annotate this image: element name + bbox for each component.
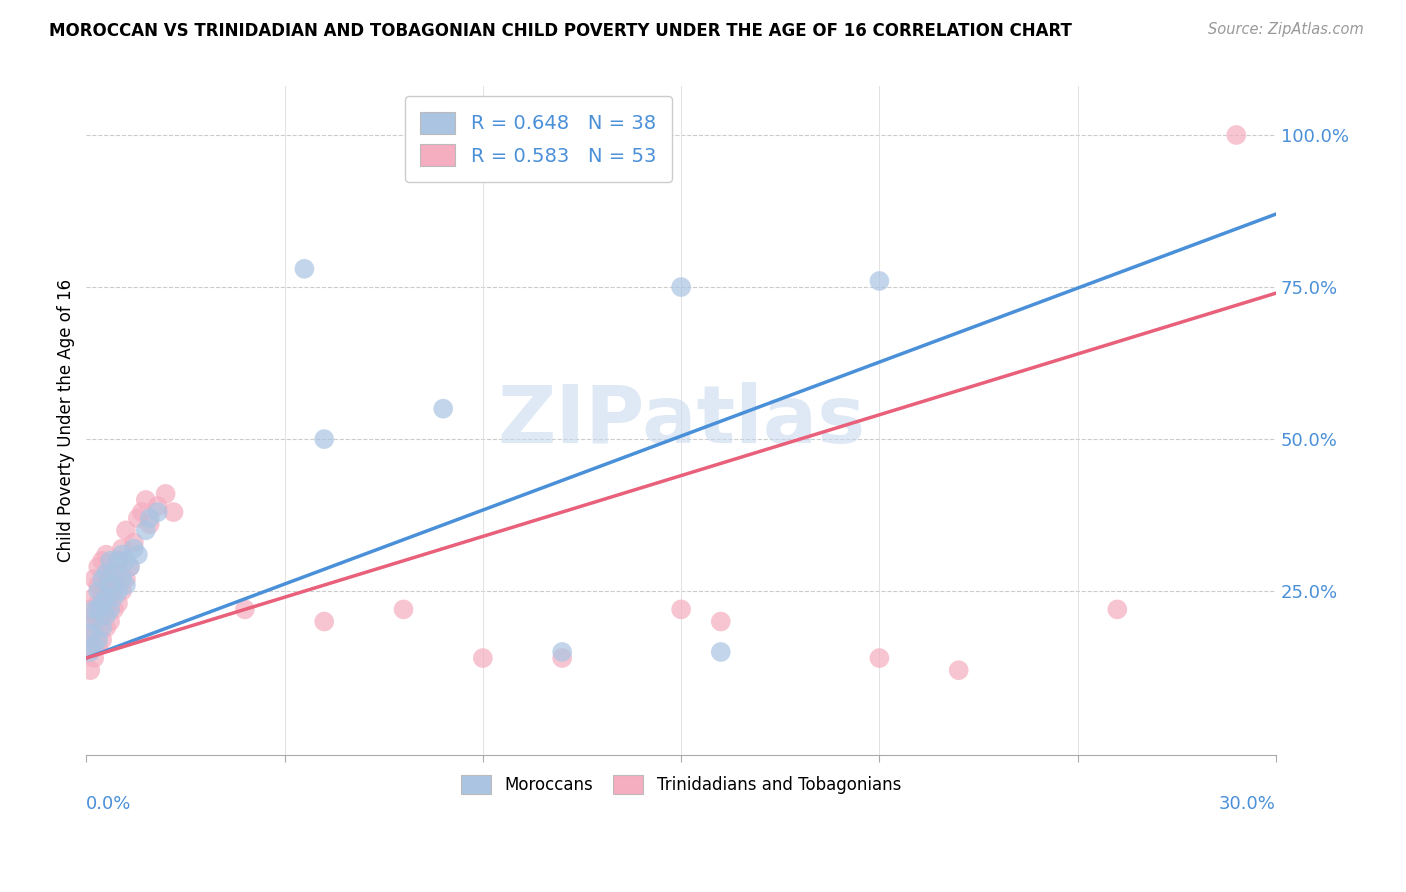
Point [98, 602, 121, 616]
Point [83, 602, 105, 616]
Point [79, 663, 101, 677]
Point [91, 554, 114, 568]
Point [91, 621, 114, 635]
Text: ZIPatlas: ZIPatlas [496, 382, 865, 460]
Point [948, 663, 970, 677]
Point [103, 566, 125, 580]
Text: MOROCCAN VS TRINIDADIAN AND TOBAGONIAN CHILD POVERTY UNDER THE AGE OF 16 CORRELA: MOROCCAN VS TRINIDADIAN AND TOBAGONIAN C… [49, 22, 1073, 40]
Point [79, 602, 101, 616]
Point [111, 541, 134, 556]
Point [103, 602, 125, 616]
Point [146, 499, 169, 513]
Point [669, 280, 692, 294]
Point [91, 608, 114, 623]
Point [122, 535, 145, 549]
Point [162, 505, 184, 519]
Point [146, 505, 169, 519]
Point [1107, 602, 1129, 616]
Point [127, 511, 149, 525]
Point [115, 554, 138, 568]
Point [122, 541, 145, 556]
Point [314, 432, 336, 446]
Point [94, 602, 117, 616]
Point [111, 584, 134, 599]
Point [868, 651, 890, 665]
Point [83, 572, 105, 586]
Point [87, 632, 110, 647]
Point [103, 591, 125, 605]
Point [103, 572, 125, 586]
Point [135, 524, 157, 538]
Point [107, 554, 129, 568]
Point [115, 524, 138, 538]
Point [139, 511, 162, 525]
Point [111, 572, 134, 586]
Point [87, 559, 110, 574]
Point [155, 487, 177, 501]
Point [471, 651, 494, 665]
Point [94, 608, 117, 623]
Point [87, 602, 110, 616]
Point [91, 572, 114, 586]
Point [98, 566, 121, 580]
Point [87, 596, 110, 610]
Point [868, 274, 890, 288]
Point [83, 591, 105, 605]
Point [1225, 128, 1247, 142]
Text: Source: ZipAtlas.com: Source: ZipAtlas.com [1208, 22, 1364, 37]
Point [131, 505, 153, 519]
Point [314, 615, 336, 629]
Point [432, 401, 454, 416]
Point [79, 639, 101, 653]
Point [127, 548, 149, 562]
Point [83, 626, 105, 640]
Point [111, 548, 134, 562]
Point [87, 615, 110, 629]
Point [87, 584, 110, 599]
Point [79, 621, 101, 635]
Point [83, 615, 105, 629]
Point [392, 602, 415, 616]
Point [107, 584, 129, 599]
Point [94, 566, 117, 580]
Point [91, 584, 114, 599]
Point [87, 578, 110, 592]
Point [98, 578, 121, 592]
Point [115, 578, 138, 592]
Point [551, 651, 574, 665]
Point [94, 548, 117, 562]
Point [83, 608, 105, 623]
Point [94, 621, 117, 635]
Legend: Moroccans, Trinidadians and Tobagonians: Moroccans, Trinidadians and Tobagonians [449, 761, 914, 807]
Text: 30.0%: 30.0% [1219, 796, 1277, 814]
Point [87, 639, 110, 653]
Point [669, 602, 692, 616]
Text: 0.0%: 0.0% [86, 796, 132, 814]
Point [83, 651, 105, 665]
Point [94, 578, 117, 592]
Point [83, 639, 105, 653]
Point [135, 492, 157, 507]
Point [118, 559, 141, 574]
Point [94, 591, 117, 605]
Point [91, 596, 114, 610]
Point [91, 632, 114, 647]
Point [710, 645, 733, 659]
Point [115, 572, 138, 586]
Point [98, 591, 121, 605]
Point [107, 554, 129, 568]
Point [233, 602, 256, 616]
Point [551, 645, 574, 659]
Y-axis label: Child Poverty Under the Age of 16: Child Poverty Under the Age of 16 [58, 279, 75, 563]
Point [292, 261, 315, 276]
Point [79, 645, 101, 659]
Point [139, 517, 162, 532]
Point [107, 596, 129, 610]
Point [79, 626, 101, 640]
Point [710, 615, 733, 629]
Point [118, 559, 141, 574]
Point [98, 615, 121, 629]
Point [98, 554, 121, 568]
